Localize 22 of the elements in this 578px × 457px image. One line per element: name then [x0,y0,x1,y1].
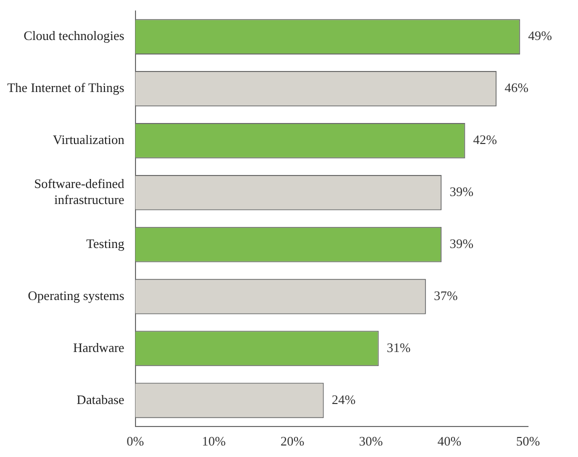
y-tick-label: Cloud technologies [24,28,124,44]
x-tick-label: 10% [202,434,226,449]
y-tick-label: The Internet of Things [7,80,124,96]
y-tick-label: Virtualization [52,132,125,148]
data-label: 46% [504,80,529,96]
data-label: 39% [450,184,474,200]
data-label: 31% [386,340,411,355]
data-label: 49% [528,28,552,44]
y-tick-label: Software-defined infrastructure [34,176,125,207]
y-tick-label: Operating systems [28,288,124,303]
x-tick-label: 20% [280,434,304,449]
y-tick-label: Testing [86,236,125,251]
data-label: 37% [434,288,458,303]
x-tick-label: 30% [359,434,384,449]
data-label: 24% [332,392,356,407]
data-label: 39% [450,236,474,251]
data-label: 42% [473,132,498,148]
x-tick-label: 50% [516,434,540,449]
x-tick-label: 40% [438,434,462,449]
y-tick-label: Database [76,392,125,407]
y-tick-label: Hardware [73,340,125,355]
x-tick-label: 0% [126,434,144,449]
